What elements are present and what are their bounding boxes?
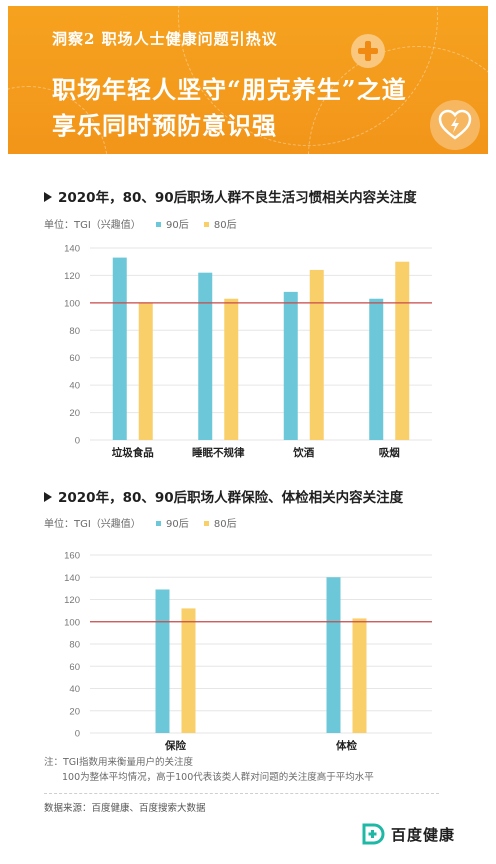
chart2-title-text: 2020年，80、90后职场人群保险、体检相关内容关注度	[58, 490, 404, 506]
chart1-title: 2020年，80、90后职场人群不良生活习惯相关内容关注度	[44, 186, 417, 206]
y-tick-label: 140	[64, 573, 80, 584]
header-title-line-2: 享乐同时预防意识强	[52, 111, 277, 140]
bar-80	[352, 618, 367, 733]
x-tick-label: 体检	[336, 739, 357, 752]
x-tick-label: 吸烟	[379, 446, 400, 459]
y-tick-label: 60	[69, 353, 80, 364]
y-tick-label: 20	[69, 706, 80, 717]
header-title-line-1: 职场年轻人坚守“朋克养生”之道	[52, 75, 407, 104]
baidu-health-logo-icon	[361, 822, 385, 846]
y-tick-label: 80	[69, 326, 80, 337]
data-source: 数据来源：百度健康、百度搜索大数据	[44, 803, 206, 814]
bar-80	[138, 302, 153, 440]
unit-label: 单位：TGI（兴趣值）	[44, 519, 141, 530]
note-line-1: 注：TGI指数用来衡量用户的关注度	[44, 757, 193, 768]
legend-swatch-80	[203, 222, 209, 227]
legend-label-80: 80后	[213, 220, 237, 231]
x-tick-label: 保险	[164, 739, 186, 752]
chart1-legend: 单位：TGI（兴趣值） 90后 80后	[44, 216, 237, 231]
brand: 百度健康	[361, 822, 455, 846]
bar-80	[181, 608, 196, 733]
x-tick-label: 饮酒	[292, 446, 314, 459]
legend-swatch-90	[156, 222, 161, 227]
chart1-title-text: 2020年，80、90后职场人群不良生活习惯相关内容关注度	[58, 190, 417, 206]
triangle-bullet-icon	[44, 492, 52, 502]
plus-cross-icon	[351, 34, 385, 68]
y-tick-label: 20	[69, 408, 80, 419]
chart2-legend: 单位：TGI（兴趣值） 90后 80后	[44, 515, 237, 530]
header-banner: 洞察2 职场人士健康问题引热议 职场年轻人坚守“朋克养生”之道 享乐同时预防意识…	[8, 6, 488, 154]
y-tick-label: 140	[64, 244, 80, 255]
x-tick-label: 垃圾食品	[112, 446, 154, 459]
y-tick-label: 40	[69, 684, 80, 695]
legend-swatch-80	[203, 521, 209, 526]
y-tick-label: 80	[69, 640, 80, 651]
heart-lightning-glyph	[438, 109, 472, 140]
x-tick-label: 睡眠不规律	[192, 446, 245, 459]
y-tick-label: 100	[64, 298, 80, 309]
bar-90	[326, 577, 341, 733]
y-tick-label: 160	[64, 551, 80, 562]
heart-lightning-icon	[430, 100, 480, 150]
chart1-bar-chart: 0 20 40 60 80 100 120 140 垃圾食品 睡眠不规律 饮酒 吸烟	[64, 244, 432, 459]
bar-80	[224, 298, 239, 440]
bar-80	[309, 269, 324, 440]
y-tick-label: 40	[69, 381, 80, 392]
legend-label-90: 90后	[166, 519, 189, 530]
legend-label-80: 80后	[213, 519, 237, 530]
bar-90	[112, 257, 127, 440]
legend-swatch-90	[156, 521, 161, 526]
bar-90	[283, 291, 298, 440]
y-tick-label: 0	[75, 729, 80, 740]
bar-90	[155, 589, 170, 733]
header-eyebrow: 洞察2 职场人士健康问题引热议	[52, 30, 278, 48]
legend-label-90: 90后	[166, 220, 189, 231]
y-tick-label: 100	[64, 617, 80, 628]
note-line-2: 100为整体平均情况，高于100代表该类人群对问题的关注度高于平均水平	[62, 772, 374, 783]
y-tick-label: 0	[75, 436, 80, 447]
notes: 注：TGI指数用来衡量用户的关注度 100为整体平均情况，高于100代表该类人群…	[44, 755, 374, 785]
bar-90	[198, 272, 213, 440]
chart2-title: 2020年，80、90后职场人群保险、体检相关内容关注度	[44, 486, 403, 506]
y-tick-label: 60	[69, 662, 80, 673]
y-tick-label: 120	[64, 271, 80, 282]
bar-90	[369, 298, 384, 440]
triangle-bullet-icon	[44, 192, 52, 202]
chart2-bar-chart: 0 20 40 60 80 100 120 140 160 保险 体检	[64, 551, 432, 752]
bar-80	[395, 261, 410, 440]
brand-name: 百度健康	[391, 825, 456, 844]
divider	[44, 793, 439, 794]
y-tick-label: 120	[64, 595, 80, 606]
unit-label: 单位：TGI（兴趣值）	[44, 220, 141, 231]
